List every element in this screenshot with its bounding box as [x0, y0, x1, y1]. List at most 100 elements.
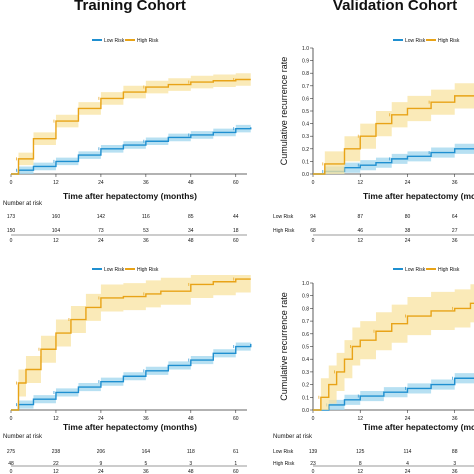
legend-label-low: Low Risk: [405, 267, 426, 273]
risk-table-tick-label: 36: [143, 469, 149, 474]
risk-count: 5: [144, 461, 147, 467]
series-line-low-risk: [313, 148, 474, 175]
legend: Low Risk High Risk: [393, 267, 460, 273]
y-tick-label: 0.1: [302, 395, 309, 401]
y-tick-label: 0.3: [302, 370, 309, 376]
risk-count: 61: [233, 449, 239, 455]
risk-count: 46: [357, 228, 363, 234]
risk-table-tick-label: 48: [188, 469, 194, 474]
risk-count: 206: [97, 449, 106, 455]
panel-title: Training Cohort: [74, 0, 186, 14]
risk-count: 160: [52, 214, 61, 220]
x-tick-label: 36: [452, 180, 458, 186]
legend-label-low: Low Risk: [104, 38, 125, 44]
x-tick-label: 36: [143, 416, 149, 422]
series-line-high-risk: [313, 302, 474, 411]
x-tick-label: 0: [10, 416, 13, 422]
risk-count: 23: [310, 461, 316, 467]
km-panel-top_right: Validation Cohort Low Risk High Risk 0.0 0.1…: [273, 0, 474, 244]
legend: Low Risk High Risk: [92, 267, 159, 273]
risk-count: 8: [359, 461, 362, 467]
series-line-high-risk: [11, 278, 251, 411]
y-tick-label: 0.4: [302, 357, 309, 363]
risk-table-tick-label: 0: [10, 238, 13, 244]
risk-table-tick-label: 12: [357, 238, 363, 244]
risk-row-label: High Risk: [273, 461, 295, 467]
risk-count: 34: [188, 228, 194, 234]
legend-label-high: High Risk: [438, 38, 460, 44]
x-tick-label: 24: [98, 180, 104, 186]
y-tick-label: 0.7: [302, 84, 309, 90]
legend-label-low: Low Risk: [405, 38, 426, 44]
risk-row-label: Low Risk: [273, 214, 294, 220]
x-tick-label: 24: [405, 180, 411, 186]
risk-count: 44: [233, 214, 239, 220]
x-tick-label: 0: [312, 180, 315, 186]
x-axis-label: Time after hepatectomy (months): [63, 422, 197, 432]
legend: Low Risk High Risk: [393, 38, 460, 44]
y-tick-label: 0.9: [302, 59, 309, 65]
panel-title: Validation Cohort: [333, 0, 457, 14]
series-line-low-risk: [11, 127, 252, 175]
legend: Low Risk High Risk: [92, 38, 159, 44]
x-tick-label: 48: [188, 180, 194, 186]
y-tick-label: 0.1: [302, 159, 309, 165]
risk-count: 142: [97, 214, 106, 220]
risk-table-tick-label: 36: [143, 238, 149, 244]
band-high-risk: [11, 73, 251, 174]
risk-count: 4: [406, 461, 409, 467]
risk-count: 150: [7, 228, 16, 234]
x-tick-label: 48: [188, 416, 194, 422]
risk-count: 114: [403, 449, 411, 455]
risk-table-tick-label: 60: [233, 469, 239, 474]
risk-count: 1: [234, 461, 237, 467]
series-line-high-risk: [313, 95, 474, 175]
y-tick-label: 0.5: [302, 109, 309, 115]
risk-count: 38: [405, 228, 411, 234]
band-high-risk: [313, 83, 474, 174]
risk-table-tick-label: 60: [233, 238, 239, 244]
x-tick-label: 36: [143, 180, 149, 186]
risk-count: 173: [7, 214, 16, 220]
y-tick-label: 0.0: [302, 172, 309, 178]
band-high-risk: [313, 284, 474, 410]
risk-table-tick-label: 24: [405, 469, 411, 474]
x-tick-label: 60: [233, 416, 239, 422]
risk-row-label: Low Risk: [273, 449, 294, 455]
y-tick-label: 0.6: [302, 96, 309, 102]
risk-count: 64: [452, 214, 458, 220]
x-tick-label: 24: [98, 416, 104, 422]
risk-table-tick-label: 12: [53, 469, 59, 474]
risk-row-label: High Risk: [273, 228, 295, 234]
risk-count: 125: [356, 449, 365, 455]
legend-label-high: High Risk: [137, 38, 159, 44]
risk-table-tick-label: 24: [405, 238, 411, 244]
y-tick-label: 0.9: [302, 294, 309, 300]
x-tick-label: 12: [53, 180, 59, 186]
x-axis-label: Time after hepatectomy (months): [363, 191, 474, 201]
risk-table-tick-label: 12: [53, 238, 59, 244]
legend-label-high: High Risk: [137, 267, 159, 273]
x-tick-label: 36: [452, 416, 458, 422]
risk-count: 116: [142, 214, 150, 220]
risk-table-tick-label: 24: [98, 238, 104, 244]
x-tick-label: 12: [357, 416, 363, 422]
risk-table-tick-label: 0: [10, 469, 13, 474]
x-tick-label: 0: [10, 180, 13, 186]
y-axis-label: Cumulative recurrence rate: [279, 292, 289, 401]
y-tick-label: 0.4: [302, 122, 309, 128]
risk-count: 48: [8, 461, 14, 467]
risk-table-tick-label: 12: [357, 469, 363, 474]
risk-table-header: Number at risk: [3, 434, 43, 440]
risk-table-header: Number at risk: [3, 201, 43, 207]
x-axis-label: Time after hepatectomy (months): [363, 422, 474, 432]
y-tick-label: 1.0: [302, 46, 309, 52]
risk-table-tick-label: 36: [452, 469, 458, 474]
risk-count: 275: [7, 449, 16, 455]
risk-table-tick-label: 0: [312, 469, 315, 474]
x-tick-label: 12: [53, 416, 59, 422]
legend-label-high: High Risk: [438, 267, 460, 273]
y-axis-label: Cumulative recurrence rate: [279, 57, 289, 166]
risk-count: 85: [188, 214, 194, 220]
